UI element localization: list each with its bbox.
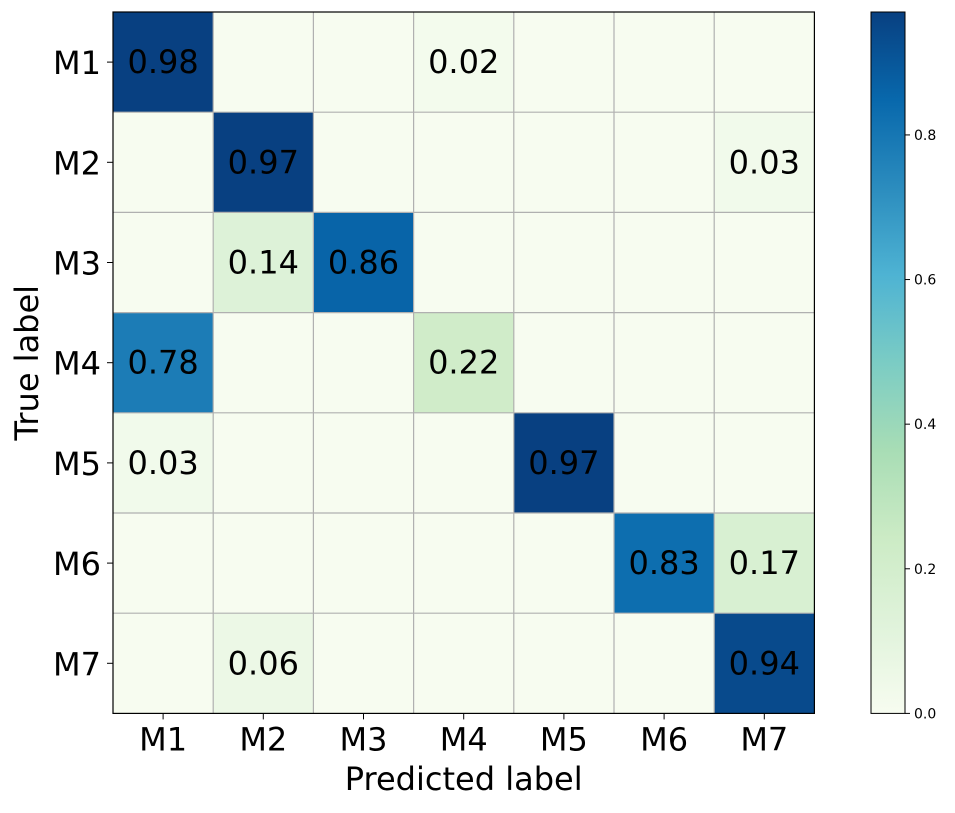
heatmap-cell <box>413 312 515 414</box>
heatmap-cell <box>614 613 715 714</box>
heatmap-cell <box>614 412 715 514</box>
x-tick-label: M7 <box>740 720 788 758</box>
heatmap-cell <box>313 412 415 514</box>
heatmap-cell <box>513 513 615 614</box>
heatmap-cell <box>714 112 815 213</box>
heatmap-cell <box>614 12 715 113</box>
y-tick-label: M7 <box>53 645 101 683</box>
heatmap-cell <box>614 112 715 213</box>
heatmap-cell <box>113 312 214 414</box>
heatmap-cell <box>213 513 314 614</box>
x-axis-ticks: M1 M2 M3 M4 M5 M6 M7 <box>139 713 788 758</box>
y-tick-label: M1 <box>53 44 101 82</box>
cell-value-label: 0.17 <box>729 544 800 582</box>
colorbar-gradient <box>871 12 905 714</box>
heatmap-cell <box>614 513 715 614</box>
heatmap-cell <box>714 412 815 514</box>
x-tick-label: M2 <box>239 720 287 758</box>
cell-value-labels: 0.98 0.02 0.97 0.03 0.14 0.86 0.78 0.22 0.03 0.97… <box>127 43 799 682</box>
heatmap-grid <box>113 12 815 714</box>
colorbar-tick-label: 0.0 <box>914 706 936 722</box>
heatmap-cell <box>413 12 515 113</box>
heatmap-cell <box>714 312 815 414</box>
cell-value-label: 0.06 <box>228 644 299 682</box>
heatmap-cell <box>113 112 214 213</box>
heatmap-cell <box>113 513 214 614</box>
heatmap-cell <box>614 312 715 414</box>
heatmap-cell <box>213 112 314 213</box>
cell-value-label: 0.02 <box>428 43 499 81</box>
colorbar-frame <box>870 11 906 714</box>
heatmap-cell <box>213 412 314 514</box>
y-tick-label: M4 <box>53 345 101 383</box>
heatmap-cell <box>213 12 314 113</box>
heatmap-cell <box>714 12 815 113</box>
heatmap-cell <box>714 613 815 714</box>
heatmap-cell <box>313 112 415 213</box>
x-tick-label: M5 <box>540 720 588 758</box>
heatmap-cell <box>313 513 415 614</box>
colorbar-tick-label: 0.2 <box>914 562 936 578</box>
cell-value-label: 0.22 <box>428 344 499 382</box>
heatmap-cell <box>513 312 615 414</box>
heatmap-cell <box>513 112 615 213</box>
y-tick-label: M2 <box>53 144 101 182</box>
cell-value-label: 0.97 <box>228 143 299 181</box>
colorbar-tick-label: 0.4 <box>914 417 936 433</box>
x-tick-label: M4 <box>440 720 488 758</box>
heatmap-cell <box>313 212 415 314</box>
heatmap-cell <box>113 12 214 113</box>
y-tick-label: M6 <box>53 545 101 583</box>
x-tick-label: M3 <box>340 720 388 758</box>
heatmap-cell <box>413 112 515 213</box>
x-tick-label: M1 <box>139 720 187 758</box>
heatmap-cell <box>614 212 715 314</box>
x-axis-label: Predicted label <box>345 760 583 798</box>
x-tick-label: M6 <box>640 720 688 758</box>
heatmap-cell <box>213 312 314 414</box>
heatmap-cell <box>413 613 515 714</box>
heatmap-cell <box>113 613 214 714</box>
cell-value-label: 0.14 <box>228 244 299 282</box>
heatmap-cell <box>513 613 615 714</box>
heatmap-cell <box>313 12 415 113</box>
colorbar: 0.0 0.2 0.4 0.6 0.8 <box>870 11 936 722</box>
cell-value-label: 0.94 <box>729 644 800 682</box>
heatmap-cell <box>513 212 615 314</box>
cell-value-label: 0.98 <box>127 43 198 81</box>
colorbar-ticks: 0.0 0.2 0.4 0.6 0.8 <box>905 128 936 722</box>
cell-value-label: 0.97 <box>528 444 599 482</box>
heatmap-cell <box>113 212 214 314</box>
heatmap-cell <box>513 12 615 113</box>
heatmap-cell <box>213 212 314 314</box>
heatmap-cell <box>714 212 815 314</box>
cell-value-label: 0.03 <box>729 143 800 181</box>
y-tick-label: M5 <box>53 445 101 483</box>
heatmap-cell <box>413 513 515 614</box>
y-tick-label: M3 <box>53 245 101 283</box>
cell-value-label: 0.86 <box>328 244 399 282</box>
y-axis-ticks: M1 M2 M3 M4 M5 M6 M7 <box>53 44 113 683</box>
heatmap-cell <box>313 613 415 714</box>
heatmap-cell <box>213 613 314 714</box>
colorbar-tick-label: 0.8 <box>914 128 936 144</box>
heatmap-cell <box>513 412 615 514</box>
heatmap-cell <box>413 212 515 314</box>
heatmap-cell <box>714 513 815 614</box>
heatmap-cells <box>113 12 815 714</box>
heatmap-cell <box>113 412 214 514</box>
cell-value-label: 0.83 <box>628 544 699 582</box>
y-axis-label: True label <box>8 285 46 442</box>
colorbar-tick-label: 0.6 <box>914 273 936 289</box>
heatmap-cell <box>413 412 515 514</box>
heatmap-cell <box>313 312 415 414</box>
cell-value-label: 0.03 <box>127 444 198 482</box>
cell-value-label: 0.78 <box>127 344 198 382</box>
